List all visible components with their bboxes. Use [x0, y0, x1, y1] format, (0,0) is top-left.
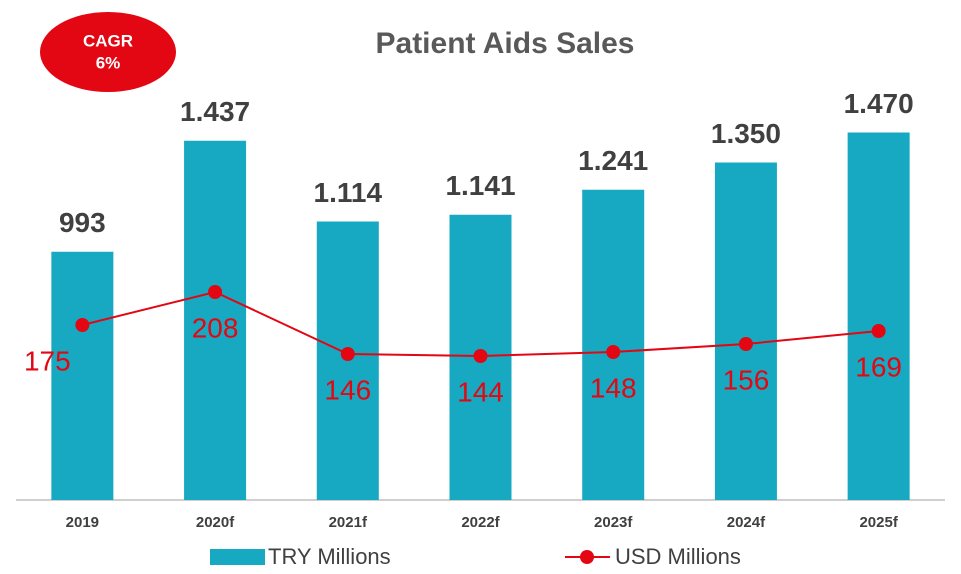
- line-point: [208, 285, 223, 299]
- legend-swatch: [210, 549, 265, 565]
- line-point: [340, 347, 355, 361]
- chart-title: Patient Aids Sales: [376, 27, 635, 60]
- bar-value-label: 1.350: [711, 118, 781, 149]
- line-point: [473, 349, 488, 363]
- line-point: [606, 345, 621, 359]
- bar: [582, 189, 645, 500]
- x-tick-label: 2024f: [727, 514, 766, 531]
- legend-marker: [580, 550, 594, 564]
- legend-label: USD Millions: [615, 544, 741, 569]
- x-tick-label: 2019: [66, 514, 99, 531]
- line-value-label: 208: [192, 312, 239, 343]
- bar-value-label: 1.141: [445, 170, 515, 201]
- line-point: [738, 337, 753, 351]
- line-value-label: 169: [855, 351, 902, 382]
- bar-value-label: 1.114: [314, 177, 383, 208]
- x-tick-label: 2022f: [461, 514, 500, 531]
- line-point: [75, 318, 90, 332]
- cagr-label: CAGR: [83, 31, 133, 50]
- bar: [847, 132, 910, 500]
- line-value-label: 148: [590, 372, 637, 403]
- x-tick-label: 2020f: [196, 514, 235, 531]
- cagr-badge: [40, 12, 176, 92]
- legend-label: TRY Millions: [268, 544, 391, 569]
- line-value-label: 156: [723, 364, 770, 395]
- line-value-label: 175: [24, 345, 71, 376]
- bar-value-label: 1.241: [578, 145, 648, 176]
- bar: [184, 140, 247, 500]
- line-value-label: 146: [324, 374, 371, 405]
- line-point: [871, 324, 886, 338]
- x-tick-label: 2025f: [859, 514, 898, 531]
- bar: [51, 251, 114, 500]
- x-tick-label: 2023f: [594, 514, 633, 531]
- bar: [714, 162, 777, 500]
- bar-value-label: 1.470: [844, 88, 914, 119]
- x-tick-label: 2021f: [329, 514, 368, 531]
- bar-value-label: 993: [59, 207, 106, 238]
- cagr-value: 6%: [96, 53, 121, 72]
- bar-value-label: 1.437: [180, 96, 250, 127]
- line-value-label: 144: [457, 376, 504, 407]
